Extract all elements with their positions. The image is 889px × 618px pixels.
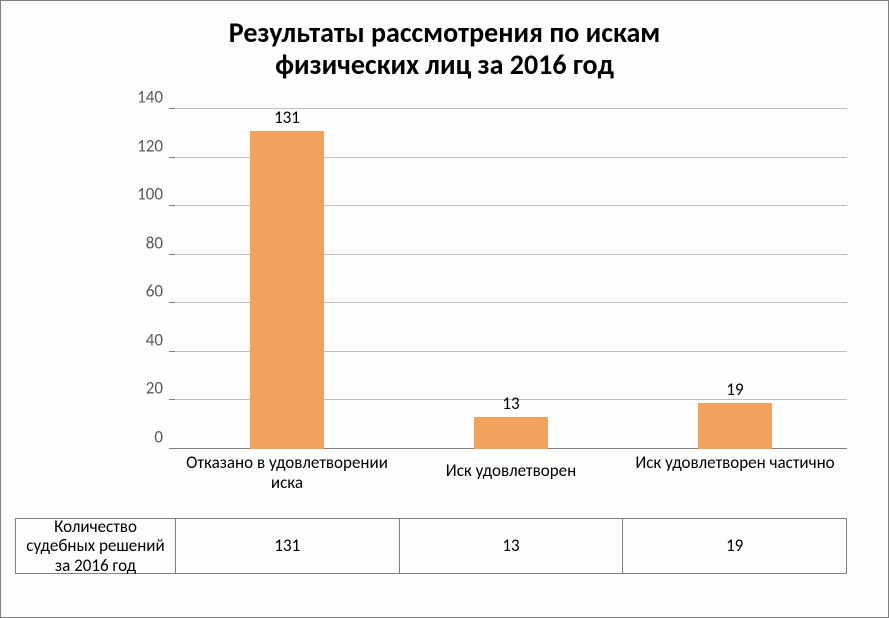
ytick-60: 60	[146, 281, 163, 302]
cat-label-1: Отказано в удовлетворении иска	[175, 453, 399, 492]
ytick-140: 140	[137, 87, 163, 108]
bar-3-label: 19	[699, 379, 771, 400]
table-cell-2: 13	[400, 519, 624, 573]
chart-title-line2: физических лиц за 2016 год	[275, 47, 614, 82]
plot-area: 131 13 19	[175, 109, 847, 449]
table-row-label: Количество судебных решений за 2016 год	[16, 519, 176, 573]
bar-2: 13	[474, 417, 548, 449]
y-axis: 0 20 40 60 80 100 120 140	[119, 109, 169, 449]
table-cell-3: 19	[623, 519, 846, 573]
ytick-mark	[169, 205, 175, 206]
ytick-0: 0	[154, 427, 163, 448]
ytick-mark	[169, 157, 175, 158]
ytick-mark	[169, 108, 175, 109]
cat-label-2: Иск удовлетворен	[399, 461, 623, 481]
chart-frame: Результаты рассмотрения по искам физичес…	[0, 0, 889, 618]
ytick-120: 120	[137, 135, 163, 156]
chart-title-line1: Результаты рассмотрения по искам	[229, 15, 661, 50]
ytick-40: 40	[146, 329, 163, 350]
bar-3: 19	[698, 403, 772, 449]
ytick-mark	[169, 254, 175, 255]
table-cell-1: 131	[176, 519, 400, 573]
ytick-mark	[169, 448, 175, 449]
ytick-mark	[169, 351, 175, 352]
ytick-20: 20	[146, 378, 163, 399]
ytick-mark	[169, 399, 175, 400]
ytick-mark	[169, 302, 175, 303]
ytick-80: 80	[146, 232, 163, 253]
cat-label-3: Иск удовлетворен частично	[623, 453, 847, 473]
bar-1: 131	[250, 131, 324, 449]
bar-1-label: 131	[251, 107, 323, 128]
chart-title: Результаты рассмотрения по искам физичес…	[1, 17, 888, 81]
bar-2-label: 13	[475, 393, 547, 414]
ytick-100: 100	[137, 184, 163, 205]
data-table: Количество судебных решений за 2016 год …	[15, 518, 847, 574]
